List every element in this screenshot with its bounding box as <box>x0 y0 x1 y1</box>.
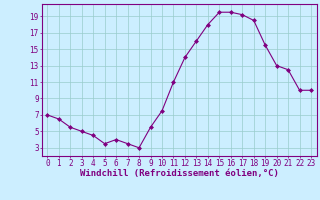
X-axis label: Windchill (Refroidissement éolien,°C): Windchill (Refroidissement éolien,°C) <box>80 169 279 178</box>
